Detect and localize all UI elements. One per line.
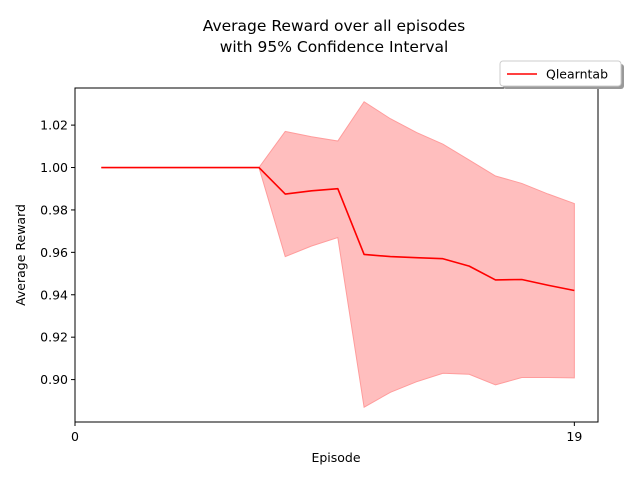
y-tick-label: 1.02: [40, 118, 68, 133]
legend-label-qlearntab: Qlearntab: [546, 67, 608, 82]
series-line-0: [101, 166, 575, 292]
y-tick-label: 0.96: [40, 245, 68, 260]
chart-title-line-1: Average Reward over all episodes: [203, 17, 465, 35]
x-axis-label: Episode: [311, 450, 360, 465]
chart-title-line-2: with 95% Confidence Interval: [220, 38, 449, 56]
legend-box: [499, 60, 622, 87]
y-tick-label: 0.90: [40, 372, 68, 387]
y-tick-label: 0.98: [40, 202, 68, 217]
y-tick-label: 0.92: [40, 330, 68, 345]
y-axis-label: Average Reward: [13, 204, 28, 306]
y-tick-label: 0.94: [40, 287, 68, 302]
y-tick-label: 1.00: [40, 160, 68, 175]
axes-frame: [74, 87, 599, 423]
legend: Qlearntab: [499, 60, 624, 89]
plot-area: 0.90 0.92 0.94 0.96 0.98 1.00 1.02 0 19: [40, 87, 599, 444]
x-tick-label: 19: [566, 429, 582, 444]
x-tick-label: 0: [71, 429, 79, 444]
confidence-band-0: [101, 101, 575, 408]
